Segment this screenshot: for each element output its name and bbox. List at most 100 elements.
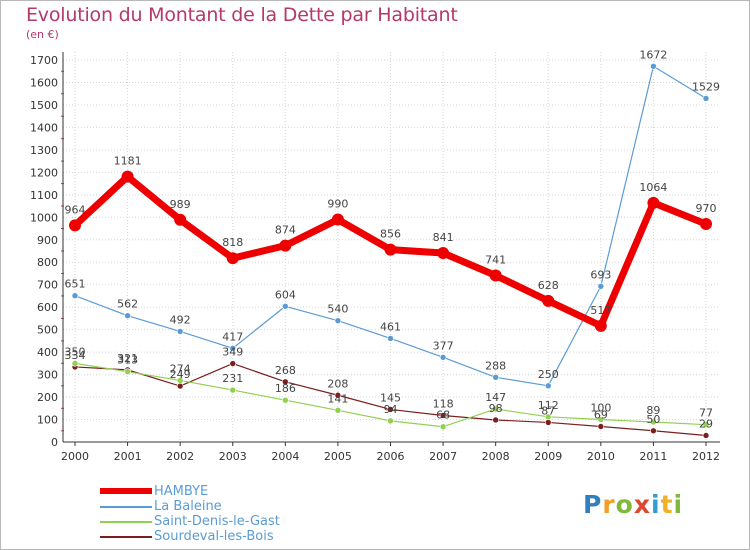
data-point-saint-denis-le-gast	[282, 396, 289, 404]
data-label-la-baleine: 377	[433, 339, 454, 352]
y-tick-label: 1700	[30, 54, 58, 67]
data-label-la-baleine: 461	[380, 320, 401, 333]
data-label-saint-denis-le-gast: 89	[646, 404, 660, 417]
y-tick-label: 600	[37, 301, 58, 314]
chart-title: Evolution du Montant de la Dette par Hab…	[26, 4, 458, 26]
data-label-hambye: 874	[275, 224, 296, 237]
data-label-la-baleine: 693	[590, 268, 611, 281]
data-point-sourdeval-les-bois	[544, 419, 552, 426]
logo-letter: i	[673, 490, 684, 519]
data-point-sourdeval-les-bois	[229, 360, 237, 367]
data-point-hambye	[69, 219, 81, 232]
logo-letter: t	[660, 490, 674, 519]
x-tick-label: 2004	[271, 450, 299, 463]
data-point-saint-denis-le-gast	[492, 405, 499, 413]
y-tick-label: 800	[37, 256, 58, 269]
data-label-la-baleine: 651	[65, 278, 86, 291]
data-label-la-baleine: 562	[117, 298, 138, 311]
data-point-hambye	[437, 247, 450, 260]
data-label-saint-denis-le-gast: 231	[222, 372, 243, 385]
data-point-saint-denis-le-gast	[650, 418, 657, 426]
data-label-hambye: 964	[65, 203, 86, 216]
data-label-sourdeval-les-bois: 118	[433, 397, 454, 410]
data-label-saint-denis-le-gast: 186	[275, 382, 296, 395]
data-label-saint-denis-le-gast: 147	[485, 391, 506, 404]
x-tick-label: 2007	[429, 450, 457, 463]
y-tick-label: 700	[37, 279, 58, 292]
data-point-sourdeval-les-bois	[282, 378, 289, 386]
data-point-la-baleine	[229, 344, 237, 352]
data-label-saint-denis-le-gast: 100	[590, 402, 611, 415]
unit-label: (en €)	[26, 28, 59, 41]
x-tick-label: 2001	[114, 450, 142, 463]
data-point-la-baleine	[544, 382, 552, 390]
data-label-la-baleine: 417	[222, 330, 243, 343]
legend-swatch-la-baleine	[100, 506, 152, 508]
data-label-hambye: 741	[485, 253, 506, 266]
data-label-sourdeval-les-bois: 349	[222, 346, 243, 359]
legend-swatch-hambye	[100, 488, 152, 494]
data-label-saint-denis-le-gast: 77	[699, 407, 713, 420]
data-point-hambye	[279, 239, 292, 252]
x-tick-label: 2003	[219, 450, 247, 463]
data-point-sourdeval-les-bois	[492, 416, 499, 424]
data-point-hambye	[700, 218, 712, 231]
data-label-hambye: 841	[433, 231, 454, 244]
y-tick-label: 300	[37, 369, 58, 382]
x-tick-label: 2008	[482, 450, 510, 463]
y-tick-label: 1400	[30, 121, 58, 134]
data-point-sourdeval-les-bois	[387, 406, 394, 413]
data-point-la-baleine	[439, 353, 447, 361]
y-tick-label: 1200	[30, 166, 58, 179]
data-label-saint-denis-le-gast: 274	[170, 362, 191, 375]
data-label-hambye: 1064	[639, 181, 667, 194]
data-label-saint-denis-le-gast: 350	[65, 345, 86, 358]
y-tick-label: 1300	[30, 144, 58, 157]
data-label-hambye: 1181	[114, 155, 142, 168]
data-point-la-baleine	[176, 328, 184, 335]
data-point-saint-denis-le-gast	[544, 413, 552, 421]
y-tick-label: 900	[37, 234, 58, 247]
data-point-la-baleine	[282, 302, 289, 310]
data-point-sourdeval-les-bois	[597, 423, 605, 430]
data-point-hambye	[647, 196, 660, 209]
data-point-saint-denis-le-gast	[439, 423, 447, 431]
series-layer	[69, 62, 712, 439]
data-label-saint-denis-le-gast: 112	[538, 399, 559, 412]
data-label-saint-denis-le-gast: 94	[384, 403, 398, 416]
data-label-la-baleine: 288	[485, 359, 506, 372]
data-point-sourdeval-les-bois	[334, 391, 342, 399]
data-label-sourdeval-les-bois: 249	[170, 368, 191, 381]
data-point-hambye	[121, 170, 134, 183]
data-point-saint-denis-le-gast	[71, 360, 79, 367]
data-label-hambye: 989	[170, 198, 191, 211]
data-label-hambye: 856	[380, 228, 401, 241]
x-tick-label: 2002	[166, 450, 194, 463]
data-point-la-baleine	[387, 335, 394, 342]
data-point-saint-denis-le-gast	[334, 407, 342, 414]
data-label-la-baleine: 1672	[639, 48, 667, 61]
logo-letter: o	[615, 490, 634, 519]
data-point-saint-denis-le-gast	[229, 386, 237, 394]
data-point-sourdeval-les-bois	[439, 412, 447, 419]
data-label-sourdeval-les-bois: 268	[275, 364, 296, 377]
data-label-sourdeval-les-bois: 29	[699, 417, 713, 430]
y-tick-label: 1600	[30, 76, 58, 89]
data-point-la-baleine	[702, 95, 710, 102]
data-point-saint-denis-le-gast	[176, 377, 184, 384]
data-label-sourdeval-les-bois: 334	[65, 349, 86, 362]
data-point-sourdeval-les-bois	[702, 432, 710, 439]
data-label-saint-denis-le-gast: 68	[436, 409, 450, 422]
data-point-sourdeval-les-bois	[650, 427, 657, 435]
data-label-sourdeval-les-bois: 208	[327, 377, 348, 390]
data-label-hambye: 628	[538, 279, 559, 292]
data-label-la-baleine: 1529	[692, 80, 720, 93]
x-tick-label: 2010	[587, 450, 615, 463]
data-point-la-baleine	[597, 282, 605, 290]
data-point-hambye	[542, 294, 555, 307]
data-point-hambye	[489, 269, 502, 282]
data-point-saint-denis-le-gast	[387, 417, 394, 425]
data-point-la-baleine	[124, 312, 131, 320]
data-label-sourdeval-les-bois: 145	[380, 391, 401, 404]
y-tick-label: 1500	[30, 99, 58, 112]
